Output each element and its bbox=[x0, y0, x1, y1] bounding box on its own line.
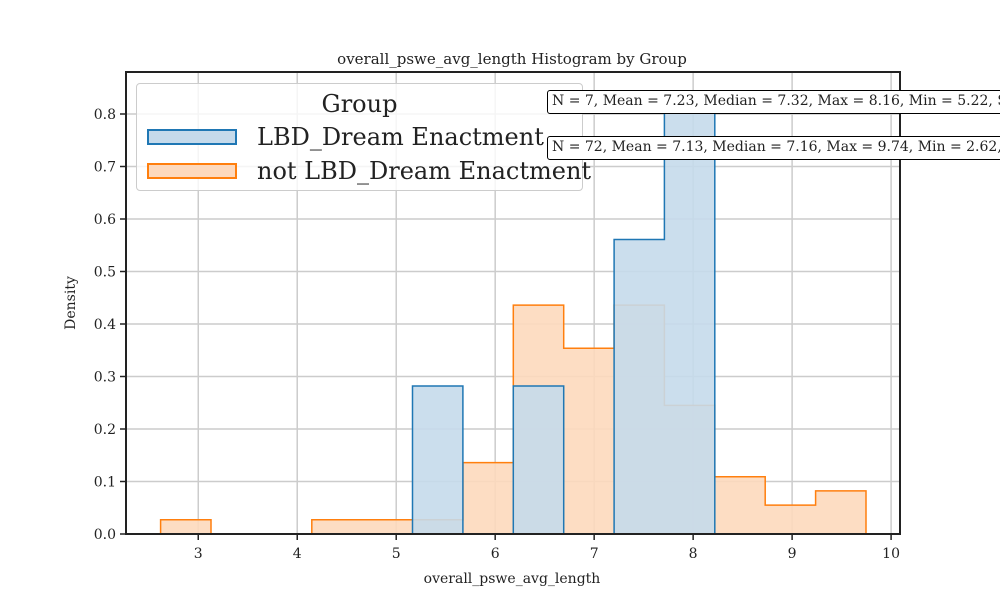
y-tick-label-4: 0.4 bbox=[94, 317, 116, 333]
y-axis-label: Density bbox=[63, 276, 79, 330]
y-tick-label-3: 0.3 bbox=[94, 370, 116, 386]
legend-swatch-not-lbd bbox=[147, 163, 237, 179]
x-axis-label: overall_pswe_avg_length bbox=[424, 571, 601, 587]
y-tick-label-0: 0.0 bbox=[94, 527, 116, 543]
y-tick-label-5: 0.5 bbox=[94, 265, 116, 281]
stats-annotation-not-lbd: N = 72, Mean = 7.13, Median = 7.16, Max … bbox=[547, 136, 1000, 160]
series-1 bbox=[411, 91, 716, 535]
legend-label-lbd: LBD_Dream Enactment bbox=[257, 123, 544, 151]
x-tick-label-1: 4 bbox=[293, 546, 302, 562]
stats-annotation-lbd: N = 7, Mean = 7.23, Median = 7.32, Max =… bbox=[547, 90, 1000, 114]
series-outline-1 bbox=[411, 91, 716, 535]
legend-item-not-lbd: not LBD_Dream Enactment bbox=[147, 157, 592, 185]
series-fill-1 bbox=[412, 91, 715, 535]
x-tick-label-7: 10 bbox=[882, 546, 900, 562]
legend-swatch-lbd bbox=[147, 129, 237, 145]
y-axis: 0.0 0.1 0.2 0.3 0.4 0.5 0.6 0.7 0.8 bbox=[94, 107, 126, 543]
x-tick-label-2: 5 bbox=[392, 546, 401, 562]
x-axis: 3 4 5 6 7 8 9 10 bbox=[194, 534, 900, 562]
plot-frame bbox=[125, 71, 901, 535]
chart-title: overall_pswe_avg_length Histogram by Gro… bbox=[337, 50, 687, 68]
y-tick-label-6: 0.6 bbox=[94, 212, 116, 228]
x-tick-label-0: 3 bbox=[194, 546, 203, 562]
x-tick-label-3: 6 bbox=[491, 546, 500, 562]
legend-title: Group bbox=[321, 90, 398, 118]
y-tick-label-8: 0.8 bbox=[94, 107, 116, 123]
x-tick-label-5: 8 bbox=[689, 546, 698, 562]
legend-item-lbd: LBD_Dream Enactment bbox=[147, 123, 544, 151]
y-tick-label-1: 0.1 bbox=[94, 475, 116, 491]
x-tick-label-4: 7 bbox=[590, 546, 599, 562]
legend-label-not-lbd: not LBD_Dream Enactment bbox=[257, 157, 592, 185]
legend: Group LBD_Dream Enactment not LBD_Dream … bbox=[136, 83, 591, 191]
x-tick-label-6: 9 bbox=[788, 546, 797, 562]
y-tick-label-7: 0.7 bbox=[94, 160, 116, 176]
y-tick-label-2: 0.2 bbox=[94, 422, 116, 438]
